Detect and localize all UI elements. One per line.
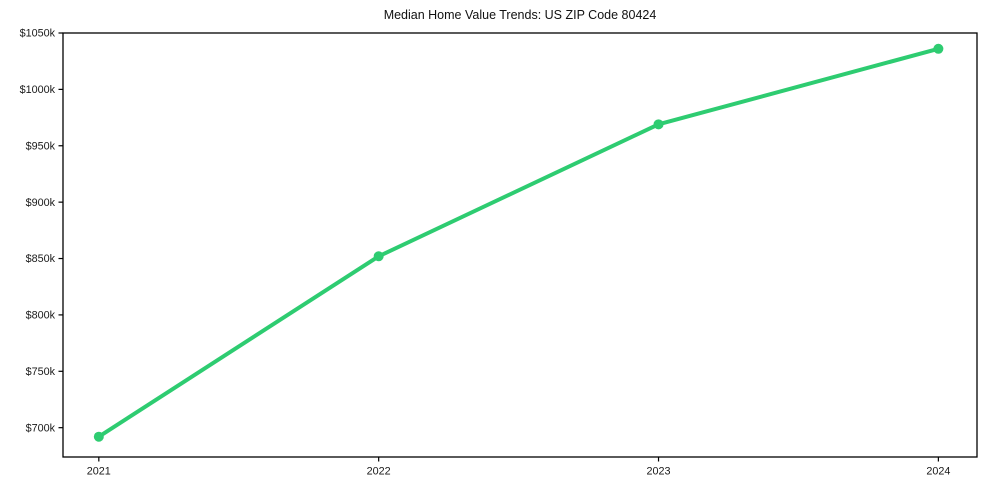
data-point-2022 bbox=[373, 251, 384, 262]
trend-line bbox=[96, 46, 941, 439]
data-point-2024 bbox=[933, 43, 944, 54]
x-tick-label: 2021 bbox=[87, 466, 111, 478]
y-tick-label: $750k bbox=[26, 366, 56, 378]
data-point-2021 bbox=[93, 431, 104, 442]
y-tick-label: $850k bbox=[26, 253, 56, 265]
x-tick-label: 2023 bbox=[647, 466, 671, 478]
y-tick-label: $700k bbox=[26, 422, 56, 434]
y-tick-label: $950k bbox=[26, 140, 56, 152]
y-tick-label: $900k bbox=[26, 197, 56, 209]
y-tick-label: $1050k bbox=[20, 28, 56, 40]
data-point-2023 bbox=[653, 119, 664, 130]
chart-title: Median Home Value Trends: US ZIP Code 80… bbox=[383, 8, 657, 22]
x-tick-label: 2024 bbox=[926, 466, 950, 478]
y-tick-label: $1000k bbox=[20, 84, 56, 96]
plot-frame bbox=[62, 32, 978, 458]
x-tick-label: 2022 bbox=[367, 466, 391, 478]
y-tick-label: $800k bbox=[26, 310, 56, 322]
